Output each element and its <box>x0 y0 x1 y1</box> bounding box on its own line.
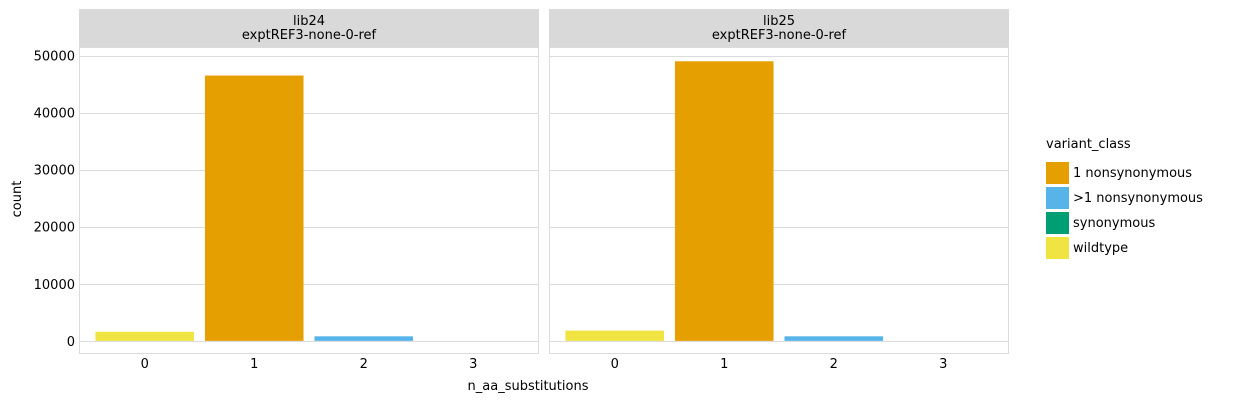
bar <box>784 336 884 341</box>
facet-strip <box>549 9 1009 47</box>
facet-strip <box>79 9 539 47</box>
legend-key <box>1046 162 1069 184</box>
y-axis: 0 10000 20000 30000 40000 50000 <box>34 50 75 350</box>
y-tick-label: 10000 <box>34 278 75 293</box>
x-tick-label: 2 <box>830 357 838 372</box>
legend-label: >1 nonsynonymous <box>1073 191 1203 206</box>
x-tick-label: 0 <box>611 357 619 372</box>
bar <box>565 330 664 341</box>
y-tick-label: 30000 <box>34 164 75 179</box>
y-tick-label: 40000 <box>34 107 75 122</box>
bar <box>314 336 414 341</box>
legend-label: 1 nonsynonymous <box>1073 166 1192 181</box>
y-tick-label: 20000 <box>34 221 75 236</box>
legend-title: variant_class <box>1046 137 1131 152</box>
y-tick-label: 0 <box>67 335 75 350</box>
facet-strip-label: lib25 <box>763 14 795 29</box>
x-tick-label: 2 <box>360 357 368 372</box>
y-axis-title: count <box>10 181 25 218</box>
bar <box>204 75 304 341</box>
x-tick-label: 3 <box>469 357 477 372</box>
y-tick-label: 50000 <box>34 50 75 65</box>
facet-strip-label: exptREF3-none-0-ref <box>712 28 847 43</box>
legend-key <box>1046 237 1069 259</box>
bar <box>674 61 774 341</box>
x-tick-label: 3 <box>939 357 947 372</box>
bar <box>95 331 194 341</box>
legend-label: wildtype <box>1073 241 1128 256</box>
legend: variant_class 1 nonsynonymous >1 nonsynon… <box>1046 137 1203 259</box>
legend-label: synonymous <box>1073 216 1155 231</box>
facet-strip-label: exptREF3-none-0-ref <box>242 28 377 43</box>
legend-key <box>1046 212 1069 234</box>
x-tick-label: 1 <box>720 357 728 372</box>
facet-strip-label: lib24 <box>293 14 325 29</box>
x-tick-label: 1 <box>250 357 258 372</box>
panel-background <box>549 47 1009 354</box>
x-axis-title: n_aa_substitutions <box>468 379 589 394</box>
panel-background <box>79 47 539 354</box>
legend-key <box>1046 187 1069 209</box>
x-tick-label: 0 <box>141 357 149 372</box>
